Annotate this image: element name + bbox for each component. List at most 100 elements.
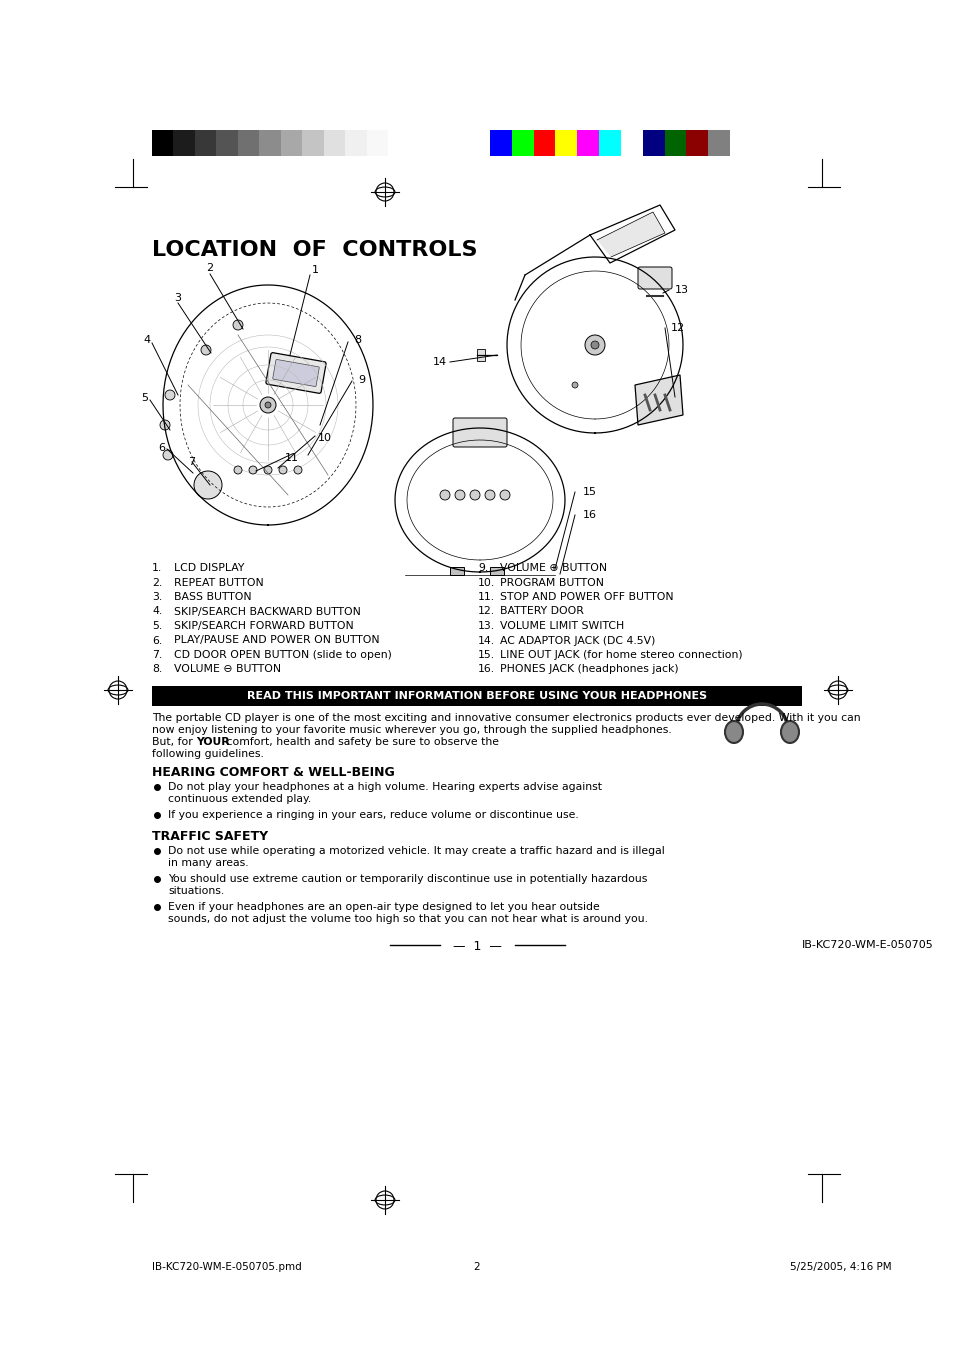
Text: BATTERY DOOR: BATTERY DOOR: [499, 607, 583, 616]
Text: 14.: 14.: [477, 635, 495, 646]
Text: The portable CD player is one of the most exciting and innovative consumer elect: The portable CD player is one of the mos…: [152, 714, 860, 723]
Bar: [302, 130, 323, 156]
Text: 11.: 11.: [477, 592, 495, 602]
Text: 12.: 12.: [477, 607, 495, 616]
Text: You should use extreme caution or temporarily discontinue use in potentially haz: You should use extreme caution or tempor…: [168, 874, 647, 884]
Bar: [555, 130, 577, 156]
Circle shape: [278, 465, 287, 473]
Text: IB-KC720-WM-E-050705.pmd: IB-KC720-WM-E-050705.pmd: [152, 1263, 301, 1272]
Text: CD DOOR OPEN BUTTON (slide to open): CD DOOR OPEN BUTTON (slide to open): [173, 650, 392, 660]
Text: YOUR: YOUR: [195, 737, 230, 747]
Text: 5: 5: [141, 393, 149, 403]
Text: READ THIS IMPORTANT INFORMATION BEFORE USING YOUR HEADPHONES: READ THIS IMPORTANT INFORMATION BEFORE U…: [247, 691, 706, 701]
Text: 3: 3: [174, 293, 181, 304]
Text: 4.: 4.: [152, 607, 162, 616]
Polygon shape: [635, 375, 682, 425]
Text: 2: 2: [474, 1263, 479, 1272]
Text: continuous extended play.: continuous extended play.: [168, 795, 311, 804]
FancyBboxPatch shape: [273, 359, 319, 387]
Bar: [511, 130, 533, 156]
Circle shape: [294, 465, 302, 473]
Ellipse shape: [724, 720, 742, 743]
Text: 5/25/2005, 4:16 PM: 5/25/2005, 4:16 PM: [789, 1263, 891, 1272]
Text: VOLUME ⊖ BUTTON: VOLUME ⊖ BUTTON: [173, 665, 281, 674]
Bar: [152, 687, 801, 706]
Circle shape: [439, 490, 450, 500]
Bar: [450, 567, 463, 575]
Bar: [216, 130, 237, 156]
Bar: [642, 130, 664, 156]
Circle shape: [160, 420, 170, 430]
Bar: [152, 130, 173, 156]
Bar: [259, 130, 280, 156]
Text: 16.: 16.: [477, 665, 495, 674]
Text: 1.: 1.: [152, 563, 162, 573]
FancyBboxPatch shape: [638, 267, 671, 289]
Circle shape: [249, 465, 256, 473]
Circle shape: [260, 397, 275, 413]
Polygon shape: [597, 212, 664, 258]
Text: 14: 14: [433, 357, 447, 367]
Text: BASS BUTTON: BASS BUTTON: [173, 592, 252, 602]
Text: LOCATION  OF  CONTROLS: LOCATION OF CONTROLS: [152, 240, 477, 260]
Text: Do not play your headphones at a high volume. Hearing experts advise against: Do not play your headphones at a high vo…: [168, 782, 601, 792]
Text: TRAFFIC SAFETY: TRAFFIC SAFETY: [152, 830, 268, 843]
Text: 2.: 2.: [152, 577, 162, 588]
Text: Even if your headphones are an open-air type designed to let you hear outside: Even if your headphones are an open-air …: [168, 902, 599, 912]
Text: in many areas.: in many areas.: [168, 858, 249, 867]
Text: following guidelines.: following guidelines.: [152, 749, 264, 759]
Text: IB-KC720-WM-E-050705: IB-KC720-WM-E-050705: [801, 940, 933, 950]
Text: 4: 4: [143, 335, 151, 345]
Text: LINE OUT JACK (for home stereo connection): LINE OUT JACK (for home stereo connectio…: [499, 650, 741, 660]
Text: sounds, do not adjust the volume too high so that you can not hear what is aroun: sounds, do not adjust the volume too hig…: [168, 915, 647, 924]
Circle shape: [265, 402, 271, 407]
Text: 3.: 3.: [152, 592, 162, 602]
Text: HEARING COMFORT & WELL-BEING: HEARING COMFORT & WELL-BEING: [152, 766, 395, 778]
Circle shape: [584, 335, 604, 355]
Bar: [194, 130, 216, 156]
Circle shape: [264, 465, 272, 473]
Text: 16: 16: [582, 510, 597, 519]
Bar: [366, 130, 388, 156]
Text: 13: 13: [675, 285, 688, 295]
Text: VOLUME ⊕ BUTTON: VOLUME ⊕ BUTTON: [499, 563, 606, 573]
Bar: [490, 567, 503, 575]
Bar: [533, 130, 555, 156]
Text: 9.: 9.: [477, 563, 488, 573]
Text: 8.: 8.: [152, 665, 162, 674]
Circle shape: [470, 490, 479, 500]
Bar: [577, 130, 598, 156]
Text: 2: 2: [206, 263, 213, 272]
Text: VOLUME LIMIT SWITCH: VOLUME LIMIT SWITCH: [499, 621, 623, 631]
Text: 5.: 5.: [152, 621, 162, 631]
Circle shape: [572, 382, 578, 389]
Text: But, for: But, for: [152, 737, 196, 747]
Text: REPEAT BUTTON: REPEAT BUTTON: [173, 577, 263, 588]
Text: PLAY/PAUSE AND POWER ON BUTTON: PLAY/PAUSE AND POWER ON BUTTON: [173, 635, 379, 646]
Text: 6: 6: [158, 442, 165, 453]
Text: comfort, health and safety be sure to observe the: comfort, health and safety be sure to ob…: [223, 737, 498, 747]
FancyBboxPatch shape: [266, 352, 326, 394]
Bar: [490, 130, 511, 156]
Text: 12: 12: [670, 322, 684, 333]
Bar: [476, 349, 484, 362]
Text: AC ADAPTOR JACK (DC 4.5V): AC ADAPTOR JACK (DC 4.5V): [499, 635, 655, 646]
Ellipse shape: [781, 720, 799, 743]
Text: 1: 1: [312, 264, 318, 275]
Text: 6.: 6.: [152, 635, 162, 646]
Text: 9: 9: [358, 375, 365, 384]
Text: PHONES JACK (headphones jack): PHONES JACK (headphones jack): [499, 665, 678, 674]
Text: 7.: 7.: [152, 650, 162, 660]
Text: 13.: 13.: [477, 621, 495, 631]
Text: LCD DISPLAY: LCD DISPLAY: [173, 563, 244, 573]
Text: —  1  —: — 1 —: [452, 940, 501, 952]
Circle shape: [233, 465, 242, 473]
Text: situations.: situations.: [168, 886, 224, 896]
Text: SKIP/SEARCH BACKWARD BUTTON: SKIP/SEARCH BACKWARD BUTTON: [173, 607, 360, 616]
Text: 10: 10: [317, 433, 332, 442]
Bar: [345, 130, 366, 156]
Bar: [598, 130, 620, 156]
Circle shape: [165, 390, 174, 401]
Text: 7: 7: [189, 457, 195, 467]
Text: 10.: 10.: [477, 577, 495, 588]
